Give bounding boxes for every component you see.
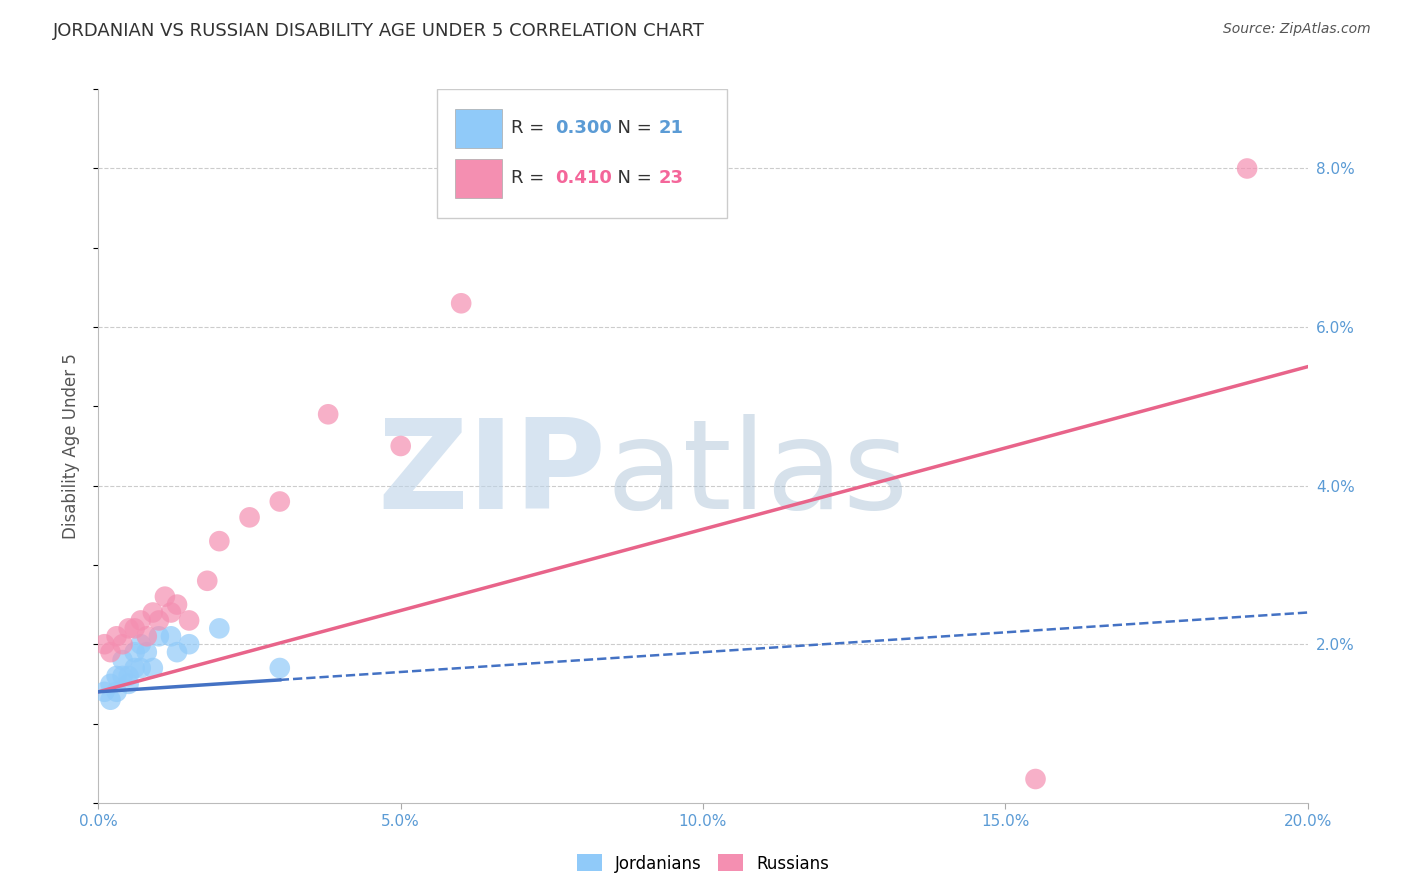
Point xyxy=(179,637,201,651)
Point xyxy=(153,590,176,604)
Point xyxy=(100,692,122,706)
Point xyxy=(111,637,134,651)
Point xyxy=(100,677,122,691)
Text: 0.410: 0.410 xyxy=(555,169,613,187)
Point xyxy=(208,534,231,549)
Point xyxy=(1024,772,1046,786)
Point xyxy=(118,677,141,691)
Text: JORDANIAN VS RUSSIAN DISABILITY AGE UNDER 5 CORRELATION CHART: JORDANIAN VS RUSSIAN DISABILITY AGE UNDE… xyxy=(53,22,706,40)
Text: 21: 21 xyxy=(658,120,683,137)
Point xyxy=(105,629,128,643)
Y-axis label: Disability Age Under 5: Disability Age Under 5 xyxy=(62,353,80,539)
Legend: Jordanians, Russians: Jordanians, Russians xyxy=(569,847,837,880)
Point xyxy=(148,614,170,628)
Point xyxy=(208,621,231,635)
Point xyxy=(93,685,115,699)
Point xyxy=(166,598,188,612)
Point xyxy=(269,494,291,508)
Text: R =: R = xyxy=(510,120,550,137)
Point xyxy=(105,685,128,699)
Point xyxy=(1236,161,1258,176)
Point xyxy=(111,653,134,667)
Point xyxy=(239,510,262,524)
Point xyxy=(135,629,157,643)
Point xyxy=(100,645,122,659)
Point xyxy=(129,614,152,628)
Point xyxy=(179,614,201,628)
Text: ZIP: ZIP xyxy=(378,414,606,535)
Point xyxy=(142,606,165,620)
Point xyxy=(166,645,188,659)
Text: N =: N = xyxy=(606,120,658,137)
Point xyxy=(160,629,183,643)
Point xyxy=(129,661,152,675)
FancyBboxPatch shape xyxy=(456,159,502,198)
Text: 0.300: 0.300 xyxy=(555,120,613,137)
Point xyxy=(93,637,115,651)
Point xyxy=(389,439,412,453)
Point xyxy=(450,296,472,310)
FancyBboxPatch shape xyxy=(437,89,727,218)
Text: 23: 23 xyxy=(658,169,683,187)
Point xyxy=(124,621,146,635)
Text: Source: ZipAtlas.com: Source: ZipAtlas.com xyxy=(1223,22,1371,37)
Point xyxy=(118,621,141,635)
Point xyxy=(118,669,141,683)
Point xyxy=(142,661,165,675)
Text: R =: R = xyxy=(510,169,550,187)
FancyBboxPatch shape xyxy=(456,109,502,148)
Point xyxy=(269,661,291,675)
Text: N =: N = xyxy=(606,169,658,187)
Text: atlas: atlas xyxy=(606,414,908,535)
Point xyxy=(124,645,146,659)
Point xyxy=(195,574,218,588)
Point xyxy=(124,661,146,675)
Point xyxy=(111,669,134,683)
Point xyxy=(148,629,170,643)
Point xyxy=(160,606,183,620)
Point xyxy=(105,669,128,683)
Point xyxy=(135,645,157,659)
Point xyxy=(129,637,152,651)
Point xyxy=(316,407,339,421)
